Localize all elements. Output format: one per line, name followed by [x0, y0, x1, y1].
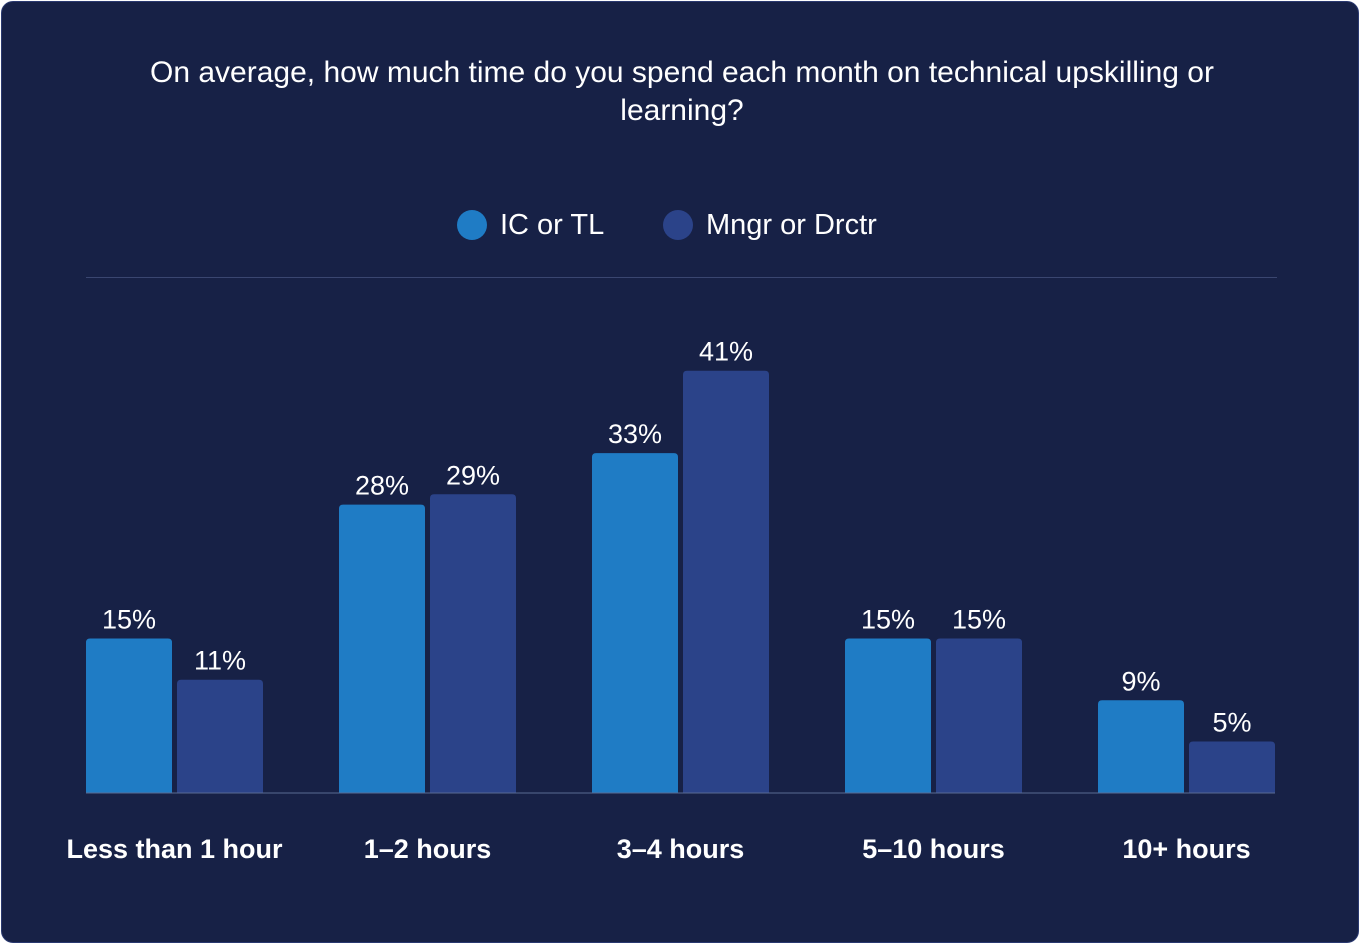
- x-tick-label-0: Less than 1 hour: [66, 834, 283, 864]
- legend-swatch-mngr-or-drctr: [663, 210, 693, 240]
- legend-swatch-ic-or-tl: [457, 210, 487, 240]
- bar-ic-or-tl-4: [1098, 700, 1184, 793]
- legend-divider: [86, 277, 1277, 278]
- data-label-ic-or-tl-2: 33%: [608, 419, 662, 449]
- data-label-mngr-or-drctr-0: 11%: [194, 646, 246, 676]
- bar-mngr-or-drctr-0: [177, 679, 263, 793]
- legend: IC or TL Mngr or Drctr: [2, 205, 1360, 245]
- data-label-mngr-or-drctr-1: 29%: [446, 460, 500, 490]
- data-label-ic-or-tl-1: 28%: [355, 471, 409, 501]
- data-label-mngr-or-drctr-4: 5%: [1212, 708, 1251, 738]
- chart-title: On average, how much time do you spend e…: [150, 56, 1214, 127]
- legend-item-mngr-or-drctr: Mngr or Drctr: [663, 205, 877, 245]
- bar-ic-or-tl-3: [845, 638, 931, 793]
- data-label-ic-or-tl-4: 9%: [1121, 666, 1160, 696]
- legend-item-ic-or-tl: IC or TL: [457, 205, 604, 245]
- bar-ic-or-tl-1: [339, 504, 425, 793]
- data-label-mngr-or-drctr-3: 15%: [952, 605, 1006, 635]
- x-tick-label-3: 5–10 hours: [862, 834, 1005, 864]
- bar-ic-or-tl-0: [86, 638, 172, 793]
- x-tick-label-1: 1–2 hours: [364, 834, 492, 864]
- data-label-ic-or-tl-0: 15%: [102, 605, 156, 635]
- bar-mngr-or-drctr-3: [936, 638, 1022, 793]
- bar-mngr-or-drctr-1: [430, 494, 516, 793]
- data-label-ic-or-tl-3: 15%: [861, 605, 915, 635]
- legend-label-ic-or-tl: IC or TL: [500, 208, 605, 241]
- data-label-mngr-or-drctr-2: 41%: [699, 337, 753, 367]
- x-tick-label-2: 3–4 hours: [617, 834, 745, 864]
- x-tick-label-4: 10+ hours: [1122, 834, 1250, 864]
- bar-mngr-or-drctr-2: [683, 370, 769, 793]
- legend-label-mngr-or-drctr: Mngr or Drctr: [706, 208, 877, 241]
- bar-ic-or-tl-2: [592, 453, 678, 793]
- bar-mngr-or-drctr-4: [1189, 741, 1275, 793]
